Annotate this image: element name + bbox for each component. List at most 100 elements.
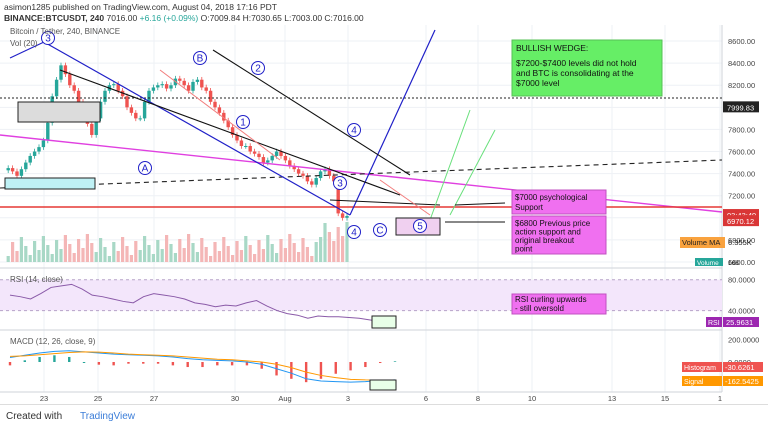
candle-body[interactable] [41, 140, 46, 148]
candle-body[interactable] [230, 127, 235, 135]
candle-body[interactable] [195, 79, 200, 82]
rsi-pane[interactable]: RSI (14, close) 80.0000 40.0000 RSI 25.9631 R… [0, 275, 759, 329]
candle-body[interactable] [98, 101, 103, 119]
wedge-lower-line[interactable] [59, 69, 401, 196]
candle-body[interactable] [151, 87, 156, 91]
symbol[interactable]: BINANCE:BTCUSDT, 240 [4, 13, 105, 23]
candle-body[interactable] [208, 90, 213, 102]
candle-body[interactable] [204, 87, 208, 91]
wave-label[interactable]: 4 [347, 123, 361, 137]
candle-body[interactable] [116, 84, 120, 91]
macd-highlight-box[interactable] [369, 379, 397, 391]
candle-body[interactable] [292, 165, 296, 170]
candle-body[interactable] [340, 213, 345, 218]
candle-body[interactable] [63, 65, 68, 75]
candle-body[interactable] [90, 123, 94, 135]
red-arrow-1[interactable] [159, 69, 281, 161]
candle-body[interactable] [134, 112, 138, 119]
wave-label[interactable]: 3 [333, 176, 347, 190]
candle-body[interactable] [6, 168, 10, 171]
rsi-highlight-box[interactable] [371, 315, 397, 329]
candle-body[interactable] [279, 151, 283, 156]
macd-signal-line[interactable] [9, 351, 395, 381]
candle-body[interactable] [336, 181, 340, 214]
demand-box[interactable] [4, 177, 96, 190]
candle-body[interactable] [305, 175, 310, 182]
wedge-base-line[interactable] [329, 199, 441, 206]
green-projection-2[interactable] [429, 109, 471, 221]
blue-breakout-line[interactable] [349, 29, 436, 216]
candle-body[interactable] [164, 84, 169, 89]
candle-body[interactable] [327, 169, 332, 176]
time-axis[interactable]: 23 25 27 30 Aug 3 6 8 10 13 15 1 [0, 391, 722, 403]
wave-label[interactable]: 4 [347, 225, 361, 239]
candle-body[interactable] [32, 151, 37, 156]
candle-body[interactable] [222, 112, 226, 121]
candle-body[interactable] [261, 157, 266, 163]
candle-body[interactable] [178, 78, 182, 81]
blue-channel-lower[interactable] [43, 41, 351, 216]
candle-body[interactable] [213, 101, 217, 108]
dashed-resistance[interactable] [0, 159, 723, 189]
trading-chart[interactable]: 3 A B 2 1 4 3 4 C 5 RSI (14, close) 80.0000 40.0000… [0, 0, 768, 404]
candle-body[interactable] [186, 85, 191, 91]
candle-body[interactable] [182, 80, 186, 86]
candle-body[interactable] [191, 81, 195, 91]
green-projection-1[interactable] [449, 129, 496, 216]
candle-body[interactable] [147, 90, 151, 102]
candle-body[interactable] [19, 169, 24, 176]
candle-body[interactable] [72, 85, 76, 91]
candle-body[interactable] [270, 155, 274, 161]
candle-body[interactable] [112, 84, 116, 86]
candle-body[interactable] [217, 107, 222, 113]
candle-body[interactable] [94, 118, 98, 135]
candle-body[interactable] [235, 134, 239, 141]
wedge-upper-line[interactable] [212, 49, 411, 176]
candle-body[interactable] [76, 90, 81, 102]
wave-label[interactable]: A [138, 161, 152, 175]
candle-body[interactable] [125, 96, 129, 108]
candle-body[interactable] [318, 171, 323, 179]
rsi-line[interactable] [9, 283, 390, 322]
candle-body[interactable] [160, 84, 164, 86]
candle-body[interactable] [15, 171, 19, 176]
candle-body[interactable] [10, 168, 15, 172]
candle-body[interactable] [103, 90, 107, 102]
tradingview-link[interactable]: TradingView [80, 411, 136, 422]
candle-body[interactable] [244, 146, 248, 147]
candle-body[interactable] [332, 175, 336, 182]
candle-body[interactable] [288, 160, 292, 166]
candle-body[interactable] [248, 146, 252, 152]
candle-body[interactable] [283, 155, 288, 161]
candle-body[interactable] [169, 85, 173, 89]
candle-body[interactable] [310, 181, 314, 185]
candle-body[interactable] [200, 79, 204, 88]
candle-body[interactable] [257, 153, 261, 158]
macd-line[interactable] [9, 350, 396, 383]
price-axis[interactable]: 8600.008400.008200.008000.007800.007600.… [680, 37, 759, 267]
candle-body[interactable] [314, 178, 318, 185]
consolidation-box[interactable] [17, 101, 101, 123]
wave-label[interactable]: 3 [41, 31, 55, 45]
candle-body[interactable] [296, 169, 301, 174]
wave-label[interactable]: 1 [236, 115, 250, 129]
wave-label[interactable]: C [373, 223, 387, 237]
candle-body[interactable] [28, 155, 32, 163]
candle-body[interactable] [274, 151, 279, 156]
wave-label[interactable]: 2 [251, 61, 265, 75]
macd-pane[interactable]: MACD (12, 26, close, 9)200.00000.0000His… [8, 336, 763, 391]
candle-body[interactable] [129, 107, 134, 113]
wave-label[interactable]: 5 [413, 219, 427, 233]
candle-body[interactable] [142, 101, 147, 119]
candle-body[interactable] [239, 140, 244, 146]
candle-body[interactable] [46, 122, 50, 141]
candle-body[interactable] [24, 162, 28, 170]
candle-body[interactable] [54, 79, 59, 97]
candle-body[interactable] [156, 85, 160, 88]
wave-label[interactable]: B [193, 51, 207, 65]
candle-body[interactable] [266, 160, 270, 163]
candle-body[interactable] [226, 120, 230, 128]
red-arrow-2[interactable] [379, 179, 431, 216]
candle-body[interactable] [345, 216, 349, 218]
candle-body[interactable] [37, 147, 41, 152]
